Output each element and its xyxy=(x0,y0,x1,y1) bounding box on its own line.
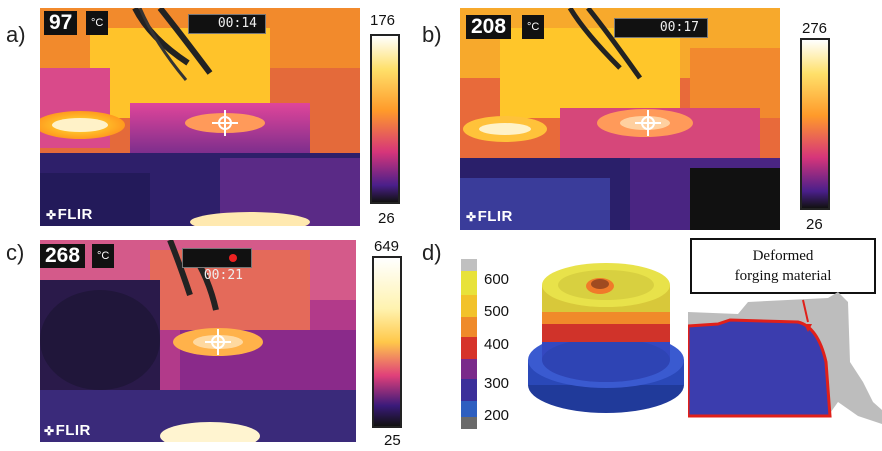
flir-logo: ✜FLIR xyxy=(466,208,513,225)
forging-cross-section xyxy=(688,292,882,424)
scale-max-c: 649 xyxy=(374,238,400,255)
thermal-scene-b xyxy=(460,8,780,230)
temperature-scale-a xyxy=(370,34,400,204)
crosshair-icon xyxy=(635,110,661,136)
temperature-readout: 208 xyxy=(466,15,512,39)
legend-value-500: 500 xyxy=(484,303,510,320)
scale-min-c: 25 xyxy=(384,432,401,449)
temperature-scale-c xyxy=(372,256,402,428)
recording-timer: 00:17 xyxy=(614,18,708,38)
recording-timer: 00:21 xyxy=(182,248,252,283)
temperature-scale-b xyxy=(800,38,830,210)
crosshair-icon xyxy=(205,329,231,355)
callout-arrow-icon xyxy=(802,299,809,323)
scale-min-a: 26 xyxy=(378,210,395,227)
panel-b-label: b) xyxy=(422,22,442,47)
flir-logo: ✜FLIR xyxy=(44,422,91,439)
flir-logo: ✜FLIR xyxy=(46,206,93,223)
legend-value-200: 200 xyxy=(484,407,510,424)
thermal-image-c: 268 °C 00:21 ✜FLIR xyxy=(40,240,356,442)
callout-line-2: forging material xyxy=(734,268,832,284)
deformed-material-callout: Deformed forging material xyxy=(690,238,876,294)
legend-value-300: 300 xyxy=(484,375,510,392)
scale-max-a: 176 xyxy=(370,12,396,29)
simulation-3d-part xyxy=(528,263,684,413)
panel-c-label: c) xyxy=(6,240,25,265)
crosshair-icon xyxy=(212,110,238,136)
temperature-unit: °C xyxy=(86,11,109,35)
temperature-readout: 97 xyxy=(44,11,78,35)
temperature-unit: °C xyxy=(522,15,545,39)
legend-value-600: 600 xyxy=(484,271,510,288)
simulation-temperature-legend xyxy=(461,259,477,429)
scale-max-b: 276 xyxy=(802,20,828,37)
thermal-scene-c xyxy=(40,240,356,442)
panel-a-label: a) xyxy=(6,22,26,47)
callout-line-1: Deformed xyxy=(752,248,814,264)
thermal-scene-a xyxy=(40,8,360,226)
recording-timer: 00:14 xyxy=(188,14,266,34)
thermal-image-a: 97 °C 00:14 ✜FLIR xyxy=(40,8,360,226)
temperature-readout: 268 xyxy=(40,244,86,268)
scale-min-b: 26 xyxy=(806,216,823,233)
panel-d-label: d) xyxy=(422,240,442,265)
legend-value-400: 400 xyxy=(484,336,510,353)
record-indicator-icon xyxy=(229,253,237,262)
thermal-image-b: 208 °C 00:17 ✜FLIR xyxy=(460,8,780,230)
temperature-unit: °C xyxy=(92,244,115,268)
